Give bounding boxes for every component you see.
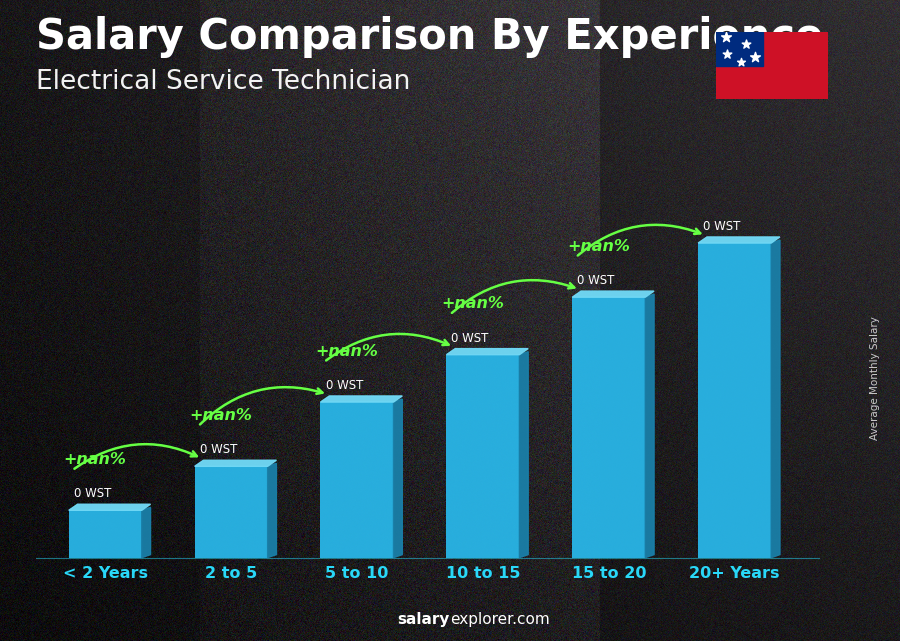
Text: +nan%: +nan% [189, 408, 252, 423]
Text: 0 WST: 0 WST [200, 443, 237, 456]
Bar [572, 297, 645, 558]
Text: salary: salary [398, 612, 450, 627]
Polygon shape [446, 349, 528, 354]
Polygon shape [393, 399, 402, 558]
Text: +nan%: +nan% [441, 296, 504, 312]
Polygon shape [572, 291, 654, 297]
Bar [698, 243, 771, 558]
Text: 0 WST: 0 WST [703, 220, 741, 233]
Text: Average Monthly Salary: Average Monthly Salary [869, 316, 880, 440]
Text: 0 WST: 0 WST [452, 331, 489, 345]
Text: +nan%: +nan% [63, 452, 126, 467]
Polygon shape [771, 240, 780, 558]
Text: Salary Comparison By Experience: Salary Comparison By Experience [36, 16, 824, 58]
Bar [320, 402, 393, 558]
Polygon shape [645, 294, 654, 558]
Point [748, 52, 762, 62]
Text: +nan%: +nan% [567, 239, 630, 254]
Bar [716, 32, 763, 66]
Text: explorer.com: explorer.com [450, 612, 550, 627]
Polygon shape [194, 460, 276, 467]
Polygon shape [320, 396, 402, 402]
Bar [194, 467, 267, 558]
Polygon shape [519, 352, 528, 558]
Polygon shape [68, 504, 150, 510]
Text: 0 WST: 0 WST [577, 274, 615, 287]
Polygon shape [141, 507, 150, 558]
Polygon shape [698, 237, 780, 243]
Point [718, 31, 733, 42]
Point [734, 57, 748, 67]
Text: 0 WST: 0 WST [74, 487, 111, 500]
Point [720, 49, 734, 59]
Point [739, 39, 753, 49]
Polygon shape [267, 463, 276, 558]
Text: 0 WST: 0 WST [326, 379, 363, 392]
Text: Electrical Service Technician: Electrical Service Technician [36, 69, 410, 96]
Bar [446, 354, 519, 558]
Bar [68, 510, 141, 558]
Text: +nan%: +nan% [315, 344, 378, 359]
